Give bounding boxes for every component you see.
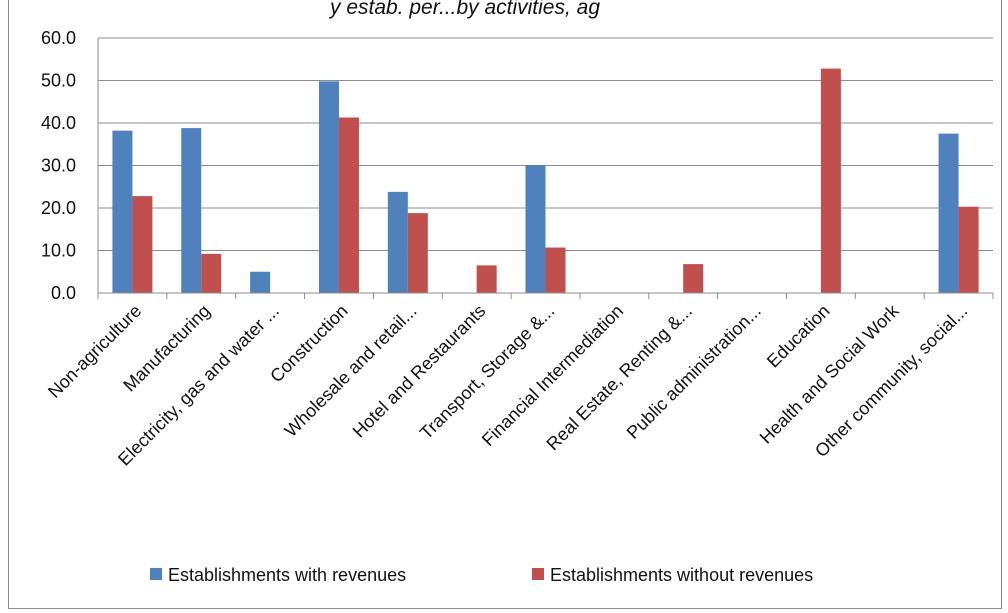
y-tick-label: 10.0 [41, 241, 76, 261]
bar-without-revenues [820, 68, 841, 293]
y-tick-label: 20.0 [41, 198, 76, 218]
x-category-label: Hotel and Restaurants [349, 301, 490, 442]
legend: Establishments with revenues Establishmen… [150, 565, 813, 585]
bar-with-revenues [181, 128, 202, 293]
bar-without-revenues [407, 213, 428, 293]
bars [112, 68, 979, 293]
legend-swatch [532, 568, 544, 580]
x-axis-labels: Non-agricultureManufacturingElectricity,… [44, 300, 971, 470]
y-tick-label: 50.0 [41, 71, 76, 91]
y-tick-label: 30.0 [41, 156, 76, 176]
bar-with-revenues [318, 81, 339, 293]
bar-without-revenues [201, 253, 222, 293]
y-tick-label: 40.0 [41, 113, 76, 133]
bar-without-revenues [338, 117, 359, 293]
chart-title-fragment: y estab. per...by activities, ag [330, 0, 601, 19]
x-category-label: Financial Intermediation [478, 301, 627, 450]
bar-without-revenues [545, 247, 566, 293]
axes [97, 38, 994, 299]
x-category-label: Health and Social Work [756, 300, 904, 448]
bar-without-revenues [476, 265, 497, 293]
bar-with-revenues [525, 165, 546, 293]
bar-without-revenues [683, 264, 704, 293]
y-axis-ticks: 0.0 10.0 20.0 30.0 40.0 50.0 60.0 [41, 28, 76, 303]
bar-with-revenues [250, 271, 271, 293]
legend-label: Establishments with revenues [168, 565, 406, 585]
legend-swatch [150, 568, 162, 580]
bar-with-revenues [112, 130, 133, 293]
bar-without-revenues [132, 196, 153, 293]
x-category-label: Wholesale and retail... [281, 301, 421, 441]
y-tick-label: 0.0 [51, 283, 76, 303]
bar-with-revenues [938, 133, 959, 293]
x-category-label: Transport, Storage &... [416, 301, 558, 443]
legend-label: Establishments without revenues [550, 565, 813, 585]
bar-without-revenues [958, 206, 979, 293]
x-category-label: Public administration... [623, 301, 765, 443]
x-category-label: Education [763, 301, 834, 372]
y-tick-label: 60.0 [41, 28, 76, 48]
chart-frame [8, 0, 1002, 609]
bar-with-revenues [387, 191, 408, 293]
